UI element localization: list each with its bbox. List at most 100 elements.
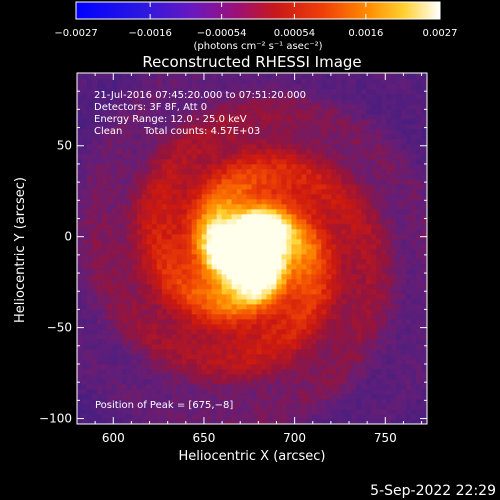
heatmap-cell: [136, 118, 143, 125]
heatmap-cell: [371, 138, 377, 145]
heatmap-cell: [331, 228, 337, 235]
heatmap-cell: [366, 303, 372, 310]
heatmap-cell: [376, 223, 382, 230]
heatmap-cell: [166, 83, 173, 90]
heatmap-cell: [166, 213, 173, 220]
heatmap-cell: [256, 273, 262, 280]
heatmap-cell: [161, 133, 168, 140]
heatmap-cell: [171, 403, 178, 410]
heatmap-cell: [181, 303, 188, 310]
heatmap-cell: [311, 143, 317, 150]
heatmap-cell: [371, 73, 377, 75]
heatmap-cell: [366, 373, 372, 380]
heatmap-cell: [191, 178, 198, 185]
heatmap-cell: [391, 188, 397, 195]
heatmap-cell: [366, 243, 372, 250]
heatmap-cell: [111, 248, 118, 255]
heatmap-cell: [166, 133, 173, 140]
heatmap-cell: [231, 138, 237, 145]
heatmap-cell: [166, 293, 173, 300]
heatmap-cell: [221, 118, 228, 125]
heatmap-cell: [356, 258, 362, 265]
heatmap-cell: [386, 73, 392, 80]
heatmap-cell: [111, 283, 118, 290]
heatmap-cell: [141, 158, 148, 165]
heatmap-cell: [116, 133, 123, 140]
heatmap-cell: [251, 414, 257, 420]
heatmap-cell: [216, 273, 223, 280]
heatmap-cell: [121, 228, 128, 235]
heatmap-cell: [136, 73, 143, 80]
heatmap-cell: [161, 203, 168, 210]
heatmap-cell: [261, 198, 267, 205]
heatmap-cell: [361, 343, 367, 350]
heatmap-cell: [416, 173, 422, 180]
heatmap-cell: [81, 273, 88, 280]
heatmap-cell: [416, 308, 422, 315]
heatmap-cell: [281, 203, 287, 210]
heatmap-cell: [141, 393, 148, 400]
heatmap-cell: [226, 313, 232, 320]
heatmap-cell: [171, 183, 178, 190]
heatmap-cell: [221, 363, 228, 370]
heatmap-cell: [126, 238, 133, 245]
heatmap-cell: [226, 303, 232, 310]
heatmap-cell: [226, 228, 232, 235]
heatmap-cell: [256, 168, 262, 175]
heatmap-cell: [246, 403, 252, 410]
heatmap-cell: [326, 133, 332, 140]
heatmap-cell: [121, 298, 128, 305]
heatmap-cell: [241, 419, 247, 424]
heatmap-cell: [291, 233, 297, 240]
heatmap-cell: [196, 133, 203, 140]
heatmap-cell: [261, 228, 267, 235]
heatmap-cell: [191, 348, 198, 355]
heatmap-cell: [241, 358, 247, 365]
heatmap-cell: [141, 243, 148, 250]
heatmap-cell: [141, 233, 148, 240]
heatmap-cell: [386, 118, 392, 125]
heatmap-cell: [356, 353, 362, 360]
heatmap-cell: [321, 353, 327, 360]
heatmap-cell: [96, 293, 103, 300]
heatmap-cell: [156, 158, 163, 165]
heatmap-cell: [321, 388, 327, 395]
heatmap-cell: [181, 263, 188, 270]
heatmap-cell: [291, 373, 297, 380]
heatmap-cell: [296, 414, 302, 420]
heatmap-cell: [171, 93, 178, 100]
heatmap-cell: [421, 118, 427, 125]
heatmap-cell: [256, 353, 262, 360]
heatmap-cell: [326, 183, 332, 190]
heatmap-cell: [81, 419, 88, 424]
heatmap-cell: [416, 363, 422, 370]
heatmap-cell: [156, 193, 163, 200]
heatmap-cell: [301, 158, 307, 165]
heatmap-cell: [231, 368, 237, 375]
heatmap-cell: [296, 78, 302, 85]
heatmap-cell: [211, 414, 218, 420]
heatmap-cell: [291, 263, 297, 270]
heatmap-cell: [201, 188, 208, 195]
heatmap-cell: [316, 223, 322, 230]
heatmap-cell: [131, 163, 138, 170]
heatmap-cell: [281, 253, 287, 260]
heatmap-cell: [371, 133, 377, 140]
heatmap-cell: [276, 203, 282, 210]
heatmap-cell: [326, 338, 332, 345]
heatmap-cell: [341, 323, 347, 330]
heatmap-cell: [371, 388, 377, 395]
heatmap-cell: [271, 228, 277, 235]
heatmap-cell: [246, 328, 252, 335]
heatmap-cell: [81, 383, 88, 390]
heatmap-cell: [391, 348, 397, 355]
heatmap-cell: [201, 313, 208, 320]
heatmap-cell: [346, 333, 352, 340]
heatmap-cell: [416, 273, 422, 280]
heatmap-cell: [241, 328, 247, 335]
heatmap-cell: [411, 258, 417, 265]
heatmap-cell: [241, 268, 247, 275]
heatmap-cell: [226, 338, 232, 345]
heatmap-cell: [301, 403, 307, 410]
heatmap-cell: [416, 288, 422, 295]
